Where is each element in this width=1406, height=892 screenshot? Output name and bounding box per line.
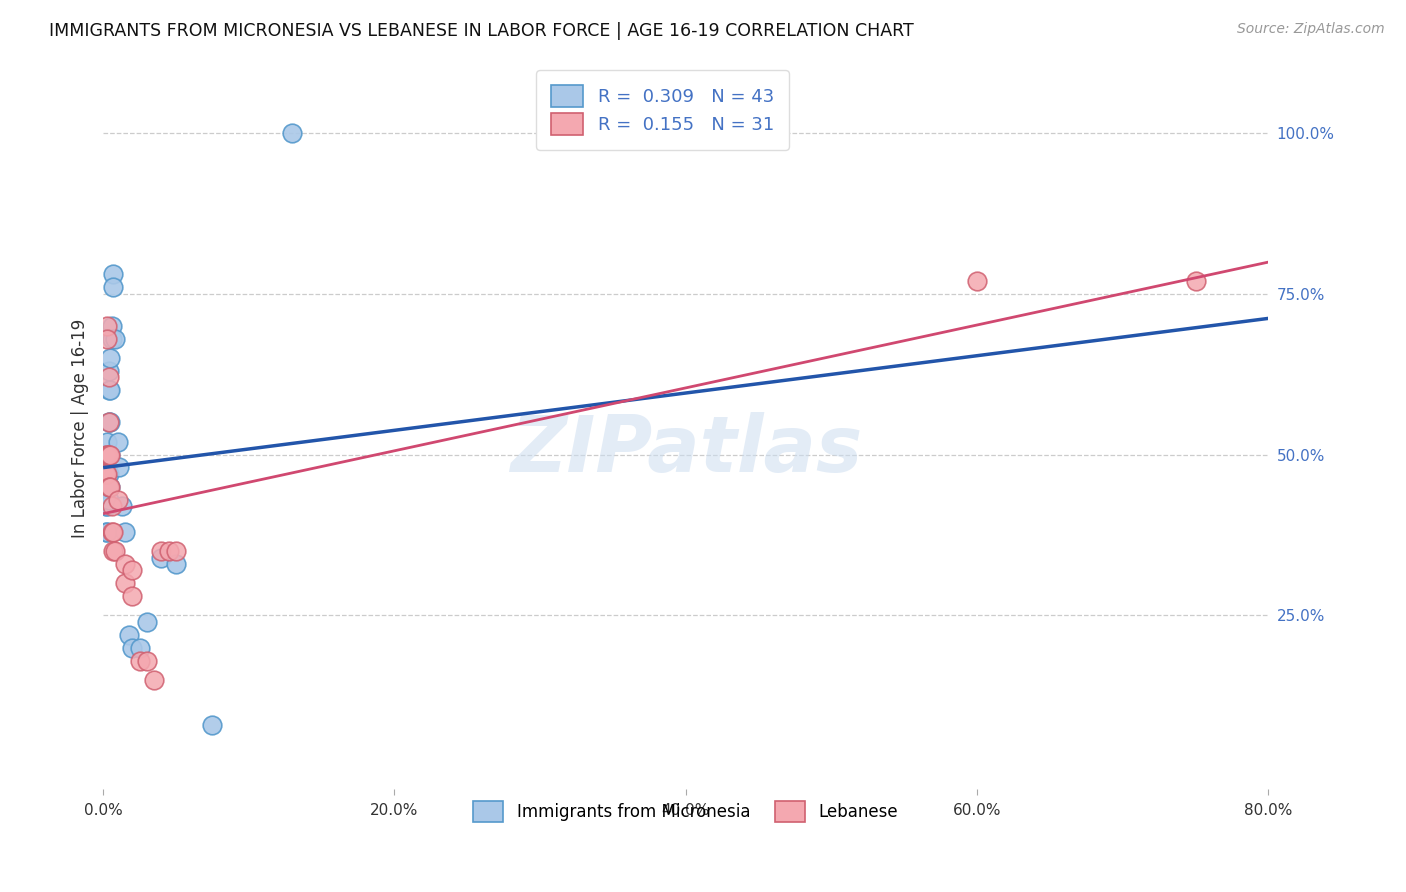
- Point: [96, 524, 118, 539]
- Point: [121, 640, 143, 655]
- Point: [96, 467, 118, 481]
- Point: [100, 448, 122, 462]
- Point: [97, 480, 120, 494]
- Point: [107, 434, 129, 449]
- Point: [100, 351, 122, 365]
- Point: [143, 673, 166, 687]
- Point: [103, 280, 125, 294]
- Point: [94, 524, 117, 539]
- Point: [966, 274, 988, 288]
- Point: [94, 467, 117, 481]
- Point: [97, 370, 120, 384]
- Point: [104, 332, 127, 346]
- Point: [93, 480, 115, 494]
- Point: [103, 544, 125, 558]
- Legend: Immigrants from Micronesia, Lebanese: Immigrants from Micronesia, Lebanese: [460, 788, 911, 835]
- Point: [114, 557, 136, 571]
- Point: [97, 364, 120, 378]
- Point: [94, 448, 117, 462]
- Point: [103, 524, 125, 539]
- Point: [96, 434, 118, 449]
- Point: [201, 718, 224, 732]
- Point: [97, 448, 120, 462]
- Text: IMMIGRANTS FROM MICRONESIA VS LEBANESE IN LABOR FORCE | AGE 16-19 CORRELATION CH: IMMIGRANTS FROM MICRONESIA VS LEBANESE I…: [49, 22, 914, 40]
- Point: [128, 640, 150, 655]
- Y-axis label: In Labor Force | Age 16-19: In Labor Force | Age 16-19: [72, 319, 89, 539]
- Point: [97, 448, 120, 462]
- Point: [94, 499, 117, 513]
- Point: [101, 524, 124, 539]
- Point: [121, 589, 143, 603]
- Point: [96, 448, 118, 462]
- Point: [97, 416, 120, 430]
- Point: [114, 524, 136, 539]
- Point: [93, 492, 115, 507]
- Point: [118, 628, 141, 642]
- Point: [101, 499, 124, 513]
- Point: [100, 480, 122, 494]
- Point: [114, 576, 136, 591]
- Point: [150, 544, 173, 558]
- Point: [97, 416, 120, 430]
- Point: [101, 332, 124, 346]
- Point: [108, 460, 131, 475]
- Point: [281, 126, 304, 140]
- Point: [94, 460, 117, 475]
- Point: [100, 448, 122, 462]
- Point: [100, 480, 122, 494]
- Point: [100, 384, 122, 398]
- Point: [107, 492, 129, 507]
- Point: [97, 492, 120, 507]
- Point: [96, 460, 118, 475]
- Point: [128, 653, 150, 667]
- Point: [93, 467, 115, 481]
- Point: [96, 318, 118, 333]
- Point: [103, 268, 125, 282]
- Point: [101, 318, 124, 333]
- Point: [96, 467, 118, 481]
- Point: [111, 499, 134, 513]
- Point: [165, 544, 187, 558]
- Point: [96, 499, 118, 513]
- Point: [97, 467, 120, 481]
- Text: Source: ZipAtlas.com: Source: ZipAtlas.com: [1237, 22, 1385, 37]
- Text: ZIPatlas: ZIPatlas: [509, 412, 862, 489]
- Point: [96, 448, 118, 462]
- Point: [165, 557, 187, 571]
- Point: [150, 550, 173, 565]
- Point: [94, 448, 117, 462]
- Point: [97, 384, 120, 398]
- Point: [96, 448, 118, 462]
- Point: [1184, 274, 1206, 288]
- Point: [100, 416, 122, 430]
- Point: [93, 467, 115, 481]
- Point: [135, 653, 157, 667]
- Point: [96, 332, 118, 346]
- Point: [135, 615, 157, 629]
- Point: [94, 480, 117, 494]
- Point: [157, 544, 180, 558]
- Point: [104, 544, 127, 558]
- Point: [121, 564, 143, 578]
